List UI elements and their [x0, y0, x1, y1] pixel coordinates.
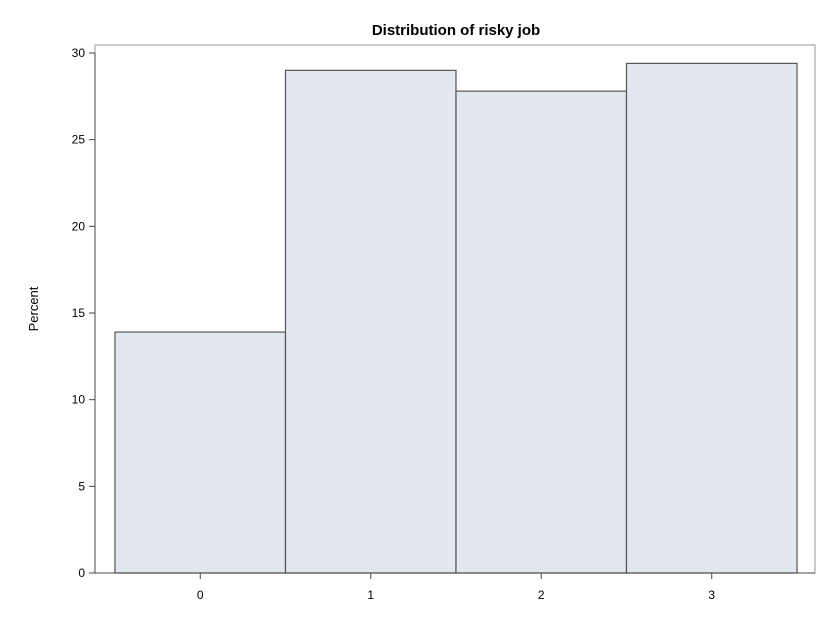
- x-tick-label: 0: [197, 588, 204, 602]
- y-tick-label: 0: [78, 566, 85, 580]
- x-tick-label: 2: [538, 588, 545, 602]
- y-tick-label: 10: [72, 393, 86, 407]
- bar-2: [455, 90, 628, 574]
- y-tick-label: 5: [78, 479, 85, 493]
- y-tick-label: 20: [72, 219, 86, 233]
- bar-3: [625, 62, 798, 574]
- x-tick-label: 1: [367, 588, 374, 602]
- bar-0: [114, 331, 287, 574]
- x-tick-label: 3: [708, 588, 715, 602]
- chart-title: Distribution of risky job: [372, 22, 540, 39]
- x-axis: 0 1 2 3: [95, 572, 815, 602]
- y-tick-label: 15: [72, 306, 86, 320]
- bars-group: [114, 62, 798, 574]
- y-axis: 0 5 10 15 20 25 30: [72, 46, 96, 580]
- y-axis-label: Percent: [26, 286, 41, 331]
- y-tick-label: 30: [72, 46, 86, 60]
- y-tick-label: 25: [72, 133, 86, 147]
- bar-1: [284, 69, 457, 574]
